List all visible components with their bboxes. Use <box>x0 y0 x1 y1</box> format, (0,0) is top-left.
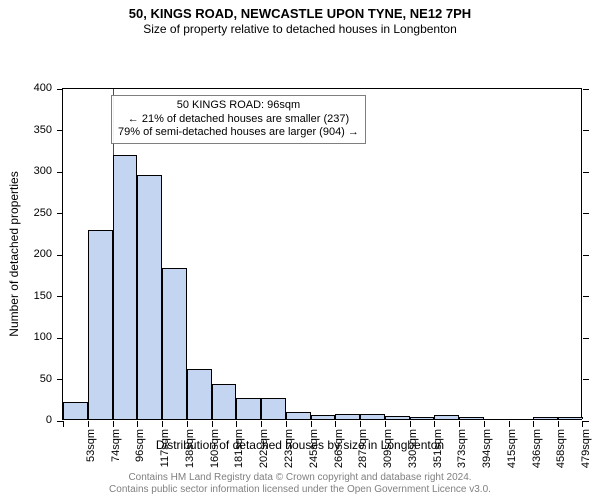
x-axis-label: Distribution of detached houses by size … <box>0 438 600 452</box>
ytick-mark <box>583 296 589 297</box>
credit-text: Contains HM Land Registry data © Crown c… <box>0 472 600 496</box>
xtick-mark <box>212 421 213 427</box>
ytick-label: 400 <box>12 82 52 94</box>
ytick-mark <box>57 255 63 256</box>
histogram-bar <box>162 268 187 419</box>
histogram-bar <box>558 417 583 419</box>
chart-area: Number of detached properties 50 KINGS R… <box>0 38 600 480</box>
plot-area: 50 KINGS ROAD: 96sqm ← 21% of detached h… <box>62 88 582 420</box>
xtick-mark <box>137 421 138 427</box>
histogram-bar <box>434 415 459 419</box>
ytick-mark <box>583 421 589 422</box>
ytick-mark <box>583 338 589 339</box>
histogram-bar <box>88 230 113 419</box>
xtick-mark <box>187 421 188 427</box>
ytick-mark <box>583 89 589 90</box>
ytick-mark <box>583 255 589 256</box>
histogram-bar <box>360 414 385 419</box>
xtick-mark <box>88 421 89 427</box>
ytick-mark <box>583 379 589 380</box>
histogram-bar <box>63 402 88 419</box>
page-subtitle: Size of property relative to detached ho… <box>0 22 600 38</box>
ytick-mark <box>57 172 63 173</box>
ytick-mark <box>583 213 589 214</box>
annotation-line-2: ← 21% of detached houses are smaller (23… <box>118 113 359 127</box>
xtick-mark <box>509 421 510 427</box>
ytick-label: 200 <box>12 248 52 260</box>
xtick-mark <box>484 421 485 427</box>
ytick-label: 350 <box>12 124 52 136</box>
ytick-label: 100 <box>12 331 52 343</box>
xtick-mark <box>459 421 460 427</box>
page-title: 50, KINGS ROAD, NEWCASTLE UPON TYNE, NE1… <box>0 0 600 22</box>
histogram-bar <box>410 417 435 419</box>
ytick-label: 50 <box>12 373 52 385</box>
xtick-mark <box>582 421 583 427</box>
xtick-mark <box>236 421 237 427</box>
histogram-bar <box>459 417 484 419</box>
ytick-mark <box>57 89 63 90</box>
xtick-mark <box>410 421 411 427</box>
annotation-box: 50 KINGS ROAD: 96sqm ← 21% of detached h… <box>111 95 366 144</box>
histogram-bar <box>286 412 311 419</box>
ytick-label: 150 <box>12 290 52 302</box>
annotation-line-3: 79% of semi-detached houses are larger (… <box>118 126 359 140</box>
xtick-mark <box>360 421 361 427</box>
ytick-mark <box>583 130 589 131</box>
ytick-label: 250 <box>12 207 52 219</box>
xtick-mark <box>533 421 534 427</box>
histogram-bar <box>236 398 261 419</box>
xtick-mark <box>162 421 163 427</box>
ytick-mark <box>57 213 63 214</box>
annotation-line-1: 50 KINGS ROAD: 96sqm <box>118 99 359 113</box>
ytick-mark <box>583 172 589 173</box>
xtick-mark <box>335 421 336 427</box>
histogram-bar <box>113 155 138 419</box>
xtick-mark <box>113 421 114 427</box>
xtick-mark <box>434 421 435 427</box>
ytick-label: 0 <box>12 414 52 426</box>
xtick-mark <box>385 421 386 427</box>
xtick-mark <box>261 421 262 427</box>
ytick-mark <box>57 296 63 297</box>
xtick-mark <box>311 421 312 427</box>
histogram-bar <box>212 384 237 419</box>
ytick-mark <box>57 130 63 131</box>
ytick-mark <box>57 379 63 380</box>
credit-line-2: Contains public sector information licen… <box>0 484 600 496</box>
xtick-mark <box>286 421 287 427</box>
xtick-mark <box>63 421 64 427</box>
histogram-bar <box>311 415 336 419</box>
histogram-bar <box>137 175 162 419</box>
histogram-bar <box>187 369 212 419</box>
ytick-label: 300 <box>12 165 52 177</box>
histogram-bar <box>335 414 360 419</box>
credit-line-1: Contains HM Land Registry data © Crown c… <box>0 472 600 484</box>
histogram-bar <box>385 416 410 419</box>
histogram-bar <box>261 398 286 419</box>
ytick-mark <box>57 338 63 339</box>
xtick-mark <box>558 421 559 427</box>
histogram-bar <box>533 417 558 419</box>
